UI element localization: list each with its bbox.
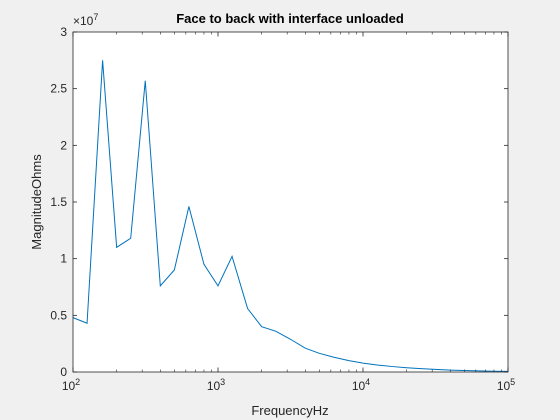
- y-tick-label: 2.5: [50, 82, 67, 96]
- series-layer: [72, 60, 509, 372]
- chart-title: Face to back with interface unloaded: [176, 11, 404, 26]
- y-tick-label: 2: [60, 138, 67, 152]
- y-tick-label: 3: [60, 25, 67, 39]
- x-ticks: 102 103 104 105: [62, 32, 515, 393]
- y-axis-label: MagnitudeOhms: [29, 154, 44, 250]
- plot-frame: [72, 31, 509, 373]
- y-exponent-label: ×107: [73, 12, 98, 28]
- y-ticks: 0 0.5 1 1.5 2 2.5 3: [50, 25, 508, 379]
- y-tick-label: 1: [60, 252, 67, 266]
- x-tick-label: 103: [207, 377, 225, 393]
- y-tick-label: 1.5: [50, 195, 67, 209]
- x-tick-label: 105: [497, 377, 515, 393]
- plot-area: [73, 32, 508, 372]
- y-tick-label: 0.5: [50, 308, 67, 322]
- x-axis-label: FrequencyHz: [251, 403, 328, 418]
- x-tick-label: 102: [62, 377, 80, 393]
- y-tick-label: 0: [60, 365, 67, 379]
- series-line-0: [72, 60, 509, 372]
- x-tick-label: 104: [352, 377, 370, 393]
